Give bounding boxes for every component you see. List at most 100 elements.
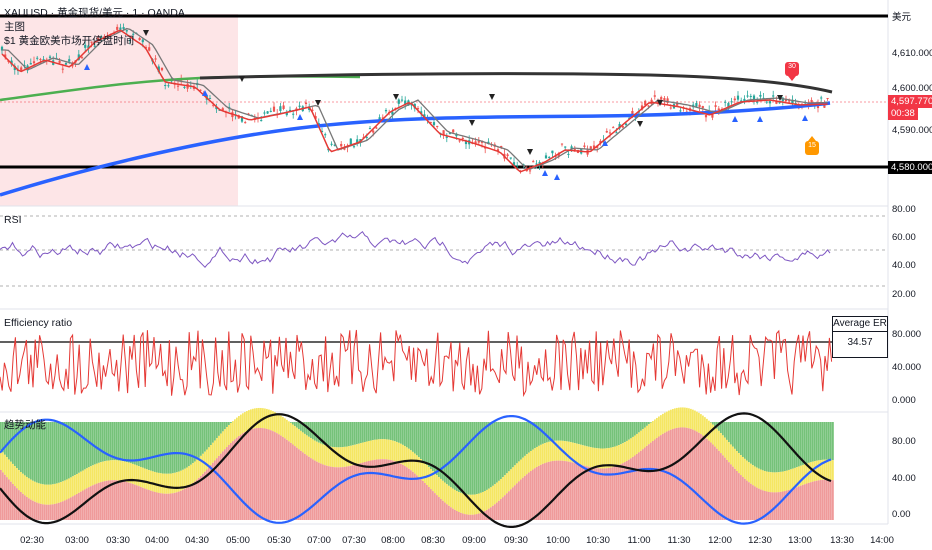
hist-bar-top <box>502 422 504 478</box>
candle-body <box>298 105 301 107</box>
candle-body <box>87 45 90 49</box>
hist-bar-bottom <box>744 478 746 520</box>
hist-bar-mid <box>366 441 368 462</box>
hist-bar-mid <box>500 479 502 500</box>
currency-label[interactable]: 美元 <box>892 12 912 23</box>
hist-bar-mid <box>828 459 830 480</box>
candle-body <box>506 154 509 157</box>
time-tick: 10:30 <box>586 535 610 546</box>
hist-bar-top <box>402 422 404 445</box>
hist-bar-bottom <box>612 467 614 520</box>
hist-bar-top <box>158 422 160 473</box>
hist-bar-top <box>628 422 630 440</box>
hist-bar-bottom <box>506 493 508 520</box>
hist-bar-bottom <box>116 480 118 520</box>
hist-bar-top <box>370 422 372 441</box>
hist-bar-top <box>152 422 154 472</box>
hist-bar-bottom <box>208 467 210 520</box>
signal-marker-top[interactable] <box>785 62 799 81</box>
hist-bar-mid <box>666 411 668 432</box>
pane4-legend[interactable]: 趋势动能 <box>4 419 46 431</box>
hist-bar-bottom <box>594 467 596 520</box>
candle-body <box>317 123 320 125</box>
hist-bar-bottom <box>128 482 130 520</box>
hist-bar-bottom <box>620 464 622 520</box>
hist-bar-top <box>404 422 406 447</box>
hist-bar-top <box>52 422 54 485</box>
hist-bar-bottom <box>792 488 794 520</box>
candle-body <box>532 161 535 163</box>
hist-bar-mid <box>170 473 172 494</box>
sell-arrow <box>143 30 149 36</box>
hist-bar-top <box>120 422 122 461</box>
hist-bar-mid <box>156 472 158 493</box>
hist-bar-bottom <box>472 514 474 520</box>
hist-bar-top <box>510 422 512 470</box>
candle-body <box>288 109 292 111</box>
candle-body <box>125 30 128 32</box>
candle-body <box>215 106 218 110</box>
hist-bar-top <box>598 422 600 449</box>
hist-bar-bottom <box>546 462 548 520</box>
hist-bar-bottom <box>204 471 206 520</box>
hist-bar-bottom <box>100 482 102 520</box>
hist-bar-bottom <box>106 480 108 520</box>
er-legend[interactable]: Efficiency ratio <box>4 317 73 329</box>
hist-bar-top <box>496 422 498 483</box>
candle-body <box>96 37 100 39</box>
hist-bar-mid <box>688 408 690 429</box>
hist-bar-bottom <box>626 460 628 520</box>
hist-bar-mid <box>832 460 834 481</box>
hist-bar-mid <box>274 412 276 433</box>
hist-bar-top <box>586 422 588 447</box>
hist-bar-mid <box>72 476 74 497</box>
hist-bar-mid <box>238 416 240 437</box>
hist-bar-bottom <box>644 447 646 520</box>
hist-bar-mid <box>462 493 464 514</box>
hist-bar-mid <box>754 466 756 487</box>
hist-bar-bottom <box>760 489 762 520</box>
hist-bar-bottom <box>692 429 694 520</box>
hist-bar-top <box>646 422 648 426</box>
hist-bar-bottom <box>278 434 280 520</box>
hist-bar-mid <box>592 447 594 468</box>
hist-bar-mid <box>420 459 422 480</box>
hist-bar-bottom <box>504 495 506 520</box>
hist-bar-bottom <box>642 449 644 520</box>
pane1-indicator-1[interactable]: 主图 <box>4 21 25 33</box>
hist-bar-bottom <box>236 437 238 520</box>
symbol-legend[interactable]: XAUUSD · 黄金现货/美元 · 1 · OANDA <box>4 7 185 19</box>
hist-bar-bottom <box>448 505 450 520</box>
hist-bar-bottom <box>718 450 720 520</box>
hist-bar-top <box>808 422 810 463</box>
candle-body <box>269 110 272 112</box>
hist-bar-top <box>50 422 52 485</box>
session-highlight <box>0 14 238 206</box>
hist-bar-bottom <box>222 451 224 520</box>
hist-bar-mid <box>246 411 248 432</box>
candle-body <box>445 136 448 138</box>
hist-bar-top <box>114 422 116 461</box>
hist-bar-mid <box>650 422 652 443</box>
rsi-legend[interactable]: RSI <box>4 214 22 226</box>
hist-bar-bottom <box>408 468 410 520</box>
hist-bar-mid <box>34 481 36 502</box>
hist-bar-mid <box>820 460 822 481</box>
hist-bar-top <box>722 422 724 436</box>
hist-bar-bottom <box>160 493 162 520</box>
hist-bar-mid <box>826 459 828 480</box>
hist-bar-bottom <box>124 481 126 520</box>
hist-bar-mid <box>742 457 744 478</box>
pane1-indicator-2[interactable]: $1 黄金欧美市场开停盘时间 <box>4 35 135 47</box>
hist-bar-top <box>512 422 514 468</box>
hist-bar-bottom <box>456 511 458 520</box>
hist-bar-top <box>422 422 424 462</box>
signal-marker-bottom[interactable] <box>805 136 819 155</box>
candle-body <box>605 131 608 133</box>
hist-bar-top <box>650 422 652 423</box>
hist-bar-top <box>472 422 474 495</box>
hist-bar-top <box>376 422 378 440</box>
hist-bar-top <box>320 422 322 444</box>
hist-bar-bottom <box>790 489 792 520</box>
